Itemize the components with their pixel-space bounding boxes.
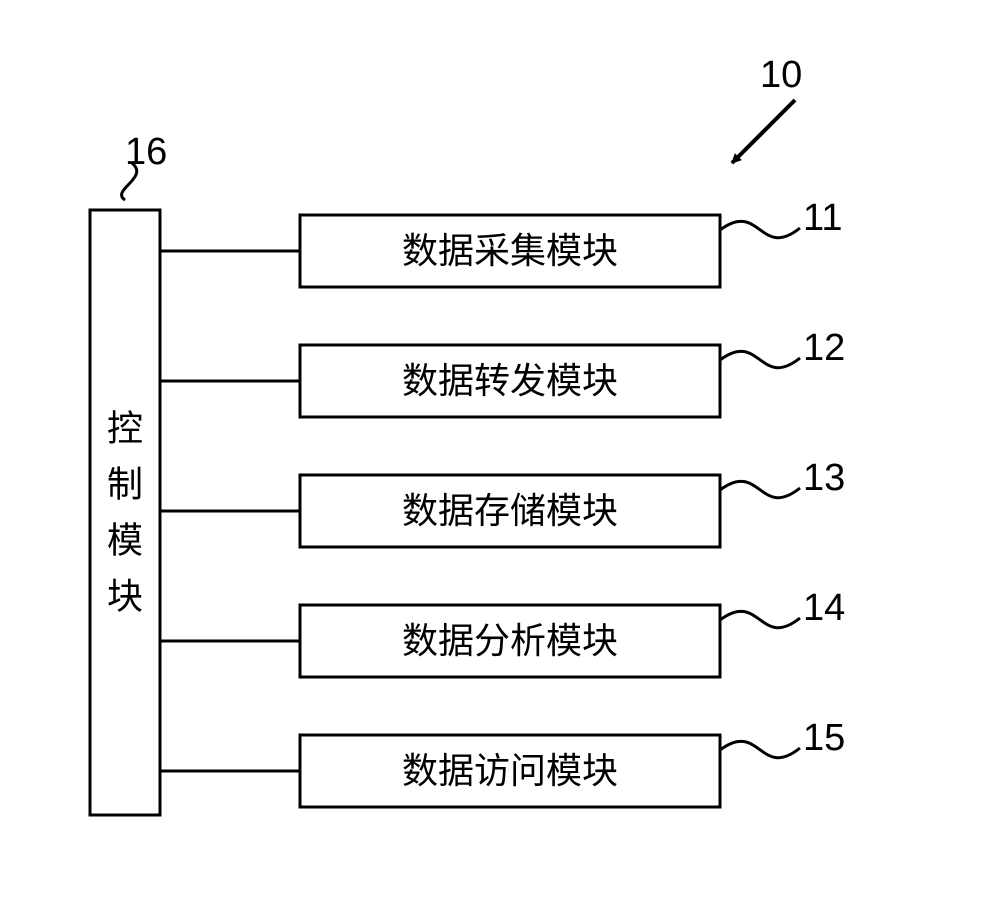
controller-label-char: 模 <box>107 521 143 561</box>
module-label: 数据采集模块 <box>402 231 618 271</box>
ref-label-10: 10 <box>760 54 802 96</box>
ref-label-11: 11 <box>803 197 842 239</box>
ref-label-15: 15 <box>803 717 845 759</box>
module-label: 数据访问模块 <box>402 751 618 791</box>
ref-label-12: 12 <box>803 327 845 369</box>
controller-label-char: 块 <box>107 577 143 617</box>
module-label: 数据存储模块 <box>402 491 618 531</box>
ref-label-13: 13 <box>803 457 845 499</box>
module-label: 数据分析模块 <box>402 621 618 661</box>
ref-label-16: 16 <box>125 131 167 173</box>
controller-label-char: 控 <box>107 409 143 449</box>
controller-label-char: 制 <box>107 465 143 505</box>
module-label: 数据转发模块 <box>402 361 618 401</box>
ref-label-14: 14 <box>803 587 845 629</box>
